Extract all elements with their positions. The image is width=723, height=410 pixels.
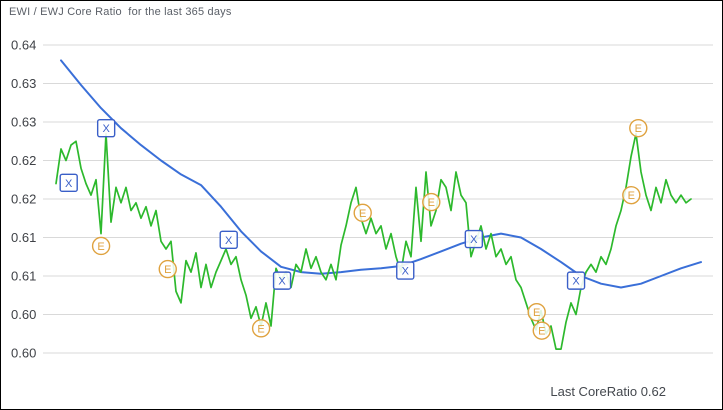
y-axis-tick-label: 0.62 [11, 192, 36, 207]
chart-title: EWI / EWJ Core Ratio for the last 365 da… [9, 6, 232, 18]
svg-text:E: E [533, 307, 540, 319]
svg-text:E: E [257, 323, 264, 335]
x-signal-marker: X [396, 261, 415, 280]
svg-text:E: E [164, 264, 171, 276]
x-signal-marker: X [464, 229, 484, 249]
svg-text:X: X [102, 123, 110, 135]
svg-text:X: X [402, 266, 410, 278]
svg-text:E: E [428, 197, 435, 209]
svg-text:X: X [65, 178, 73, 190]
e-signal-marker: E [353, 203, 372, 223]
svg-text:X: X [572, 276, 580, 288]
svg-text:X: X [278, 276, 286, 288]
svg-text:X: X [470, 234, 478, 246]
e-signal-marker: E [158, 259, 177, 279]
y-axis-tick-label: 0.61 [11, 269, 36, 284]
e-signal-marker: E [251, 319, 271, 338]
svg-text:E: E [97, 241, 104, 253]
y-axis-tick-label: 0.62 [11, 153, 36, 168]
y-axis-tick-label: 0.63 [11, 76, 36, 91]
svg-text:E: E [628, 190, 635, 202]
y-axis-tick-label: 0.63 [11, 115, 36, 130]
x-signal-marker: X [96, 118, 116, 138]
x-signal-marker: X [219, 230, 238, 250]
y-axis-tick-label: 0.64 [11, 38, 36, 53]
x-signal-marker: X [272, 271, 292, 290]
e-signal-marker: E [527, 302, 546, 322]
e-signal-marker: E [629, 118, 648, 138]
y-axis-tick-label: 0.61 [11, 230, 36, 245]
svg-text:E: E [359, 208, 366, 220]
x-signal-marker: X [566, 271, 586, 290]
e-signal-marker: E [422, 192, 441, 212]
core-ratio-line [55, 132, 692, 350]
svg-text:E: E [538, 326, 545, 338]
svg-text:E: E [635, 123, 642, 135]
e-signal-marker: E [91, 236, 111, 256]
e-signal-marker: E [622, 185, 641, 205]
y-axis-tick-label: 0.60 [11, 307, 36, 322]
x-signal-marker: X [59, 173, 78, 193]
moving-average-line [60, 59, 702, 289]
svg-text:X: X [225, 235, 233, 247]
e-signal-marker: E [532, 321, 551, 340]
last-core-ratio-label: Last CoreRatio 0.62 [550, 384, 666, 399]
y-axis-tick-label: 0.60 [11, 346, 36, 361]
